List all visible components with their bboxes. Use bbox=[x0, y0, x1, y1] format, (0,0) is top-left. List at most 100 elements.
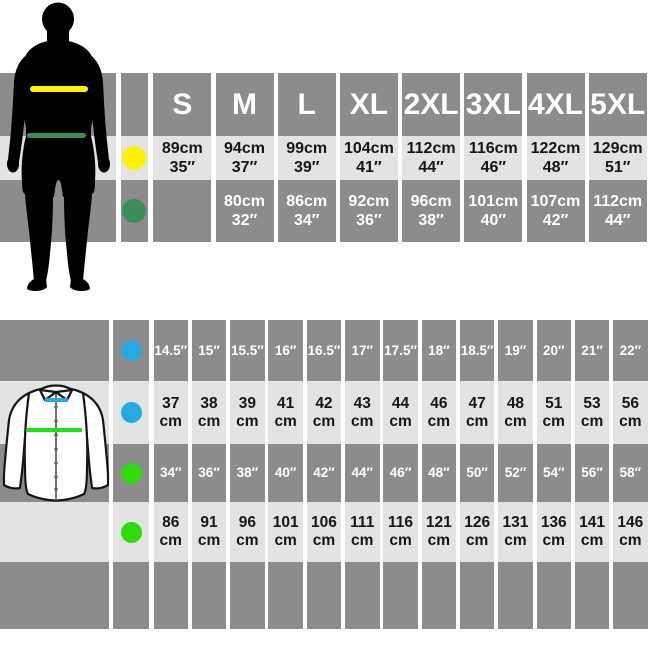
cell-line: 51 bbox=[545, 394, 563, 412]
measurement-cell: 89cm 35″ bbox=[153, 136, 212, 180]
dot-column-cell bbox=[113, 562, 149, 629]
measurement-cell: 107cm 42″ bbox=[526, 180, 585, 242]
cell-line: 116cm bbox=[468, 140, 518, 157]
measurement-cell: 56″ bbox=[574, 444, 610, 502]
cell-line: 38 bbox=[200, 394, 218, 412]
measurement-cell: 51 cm bbox=[536, 381, 571, 444]
cell-line: 15.5″ bbox=[230, 342, 264, 358]
cell-line: 44″ bbox=[418, 159, 444, 176]
cell-line: 86 bbox=[162, 514, 180, 531]
cell-line: 44 bbox=[391, 394, 410, 412]
measurement-cell: 111 cm bbox=[345, 502, 380, 562]
waist-measure-line bbox=[27, 133, 86, 138]
measurement-cell bbox=[306, 562, 342, 629]
cell-line: 141 bbox=[579, 514, 605, 531]
measurement-cell: 112cm 44″ bbox=[588, 180, 647, 242]
left-figure-band bbox=[0, 502, 109, 562]
cell-line: 41 bbox=[277, 394, 295, 412]
cell-line: 91 bbox=[200, 514, 218, 531]
measurement-cell: 16″ bbox=[268, 320, 303, 381]
size-col-header: M bbox=[215, 73, 274, 136]
measurement-cell: 92cm 36″ bbox=[339, 180, 398, 242]
man-silhouette-icon bbox=[7, 2, 110, 292]
cell-line: cm bbox=[465, 412, 489, 430]
cell-line: cm bbox=[236, 532, 259, 549]
measurement-cell: 106 cm bbox=[306, 502, 342, 562]
measurement-cell: 80cm 32″ bbox=[215, 180, 274, 242]
cell-line: 36″ bbox=[356, 212, 382, 229]
cell-line: 44″ bbox=[604, 212, 631, 229]
cell-line: cm bbox=[619, 412, 642, 430]
measurement-cell: 34″ bbox=[153, 444, 188, 502]
cell-line: 37 bbox=[162, 394, 180, 412]
measurement-cell: 15″ bbox=[191, 320, 227, 381]
measurement-cell: 14.5″ bbox=[153, 320, 188, 381]
measurement-cell: 131 cm bbox=[498, 502, 533, 562]
measurement-cell bbox=[383, 562, 418, 629]
cell-line: 18.5″ bbox=[460, 342, 494, 358]
cell-line: cm bbox=[389, 412, 412, 430]
measurement-cell: 44 cm bbox=[383, 381, 418, 444]
measurement-cell: 54″ bbox=[536, 444, 571, 502]
size-col-header: S bbox=[153, 73, 212, 136]
measurement-cell bbox=[153, 180, 212, 242]
cell-line: 46″ bbox=[480, 159, 507, 176]
cell-line: cm bbox=[542, 412, 565, 430]
cell-line: 96cm bbox=[410, 193, 452, 210]
cell-line: cm bbox=[427, 412, 451, 430]
measurement-cell: 46 cm bbox=[421, 381, 457, 444]
cell-line: 17.5″ bbox=[384, 342, 417, 358]
cell-line: 56″ bbox=[581, 465, 603, 480]
cell-line: 18″ bbox=[428, 342, 450, 358]
cell-line: 41″ bbox=[356, 159, 382, 176]
cell-line: 38″ bbox=[418, 212, 444, 229]
measurement-cell: 18″ bbox=[421, 320, 457, 381]
cell-line: 122cm bbox=[530, 140, 581, 157]
measurement-cell: 17″ bbox=[345, 320, 380, 381]
measurement-cell bbox=[498, 562, 533, 629]
measurement-cell: 21″ bbox=[574, 320, 610, 381]
cell-line: 86cm bbox=[286, 193, 328, 210]
cell-line: 42″ bbox=[542, 212, 569, 229]
cell-line: cm bbox=[504, 532, 527, 549]
measurement-cell: 104cm 41″ bbox=[339, 136, 398, 180]
cell-line: 80cm bbox=[224, 193, 265, 210]
measurement-cell: 16.5″ bbox=[306, 320, 342, 381]
dot-marker-blue bbox=[120, 340, 142, 361]
measurement-cell bbox=[230, 562, 265, 629]
cell-line: cm bbox=[619, 532, 642, 549]
cell-line: cm bbox=[197, 532, 221, 549]
cell-line: 116 bbox=[388, 514, 414, 531]
cell-line: 46 bbox=[430, 394, 448, 412]
cell-line: 112cm bbox=[593, 193, 643, 210]
measurement-cell: 15.5″ bbox=[230, 320, 265, 381]
cell-line: cm bbox=[351, 532, 374, 549]
cell-line: 40″ bbox=[274, 465, 297, 480]
measurement-cell: 42 cm bbox=[306, 381, 342, 444]
cell-line: cm bbox=[465, 532, 489, 549]
cell-line: 21″ bbox=[581, 342, 603, 358]
measurement-cell: 101cm 40″ bbox=[464, 180, 523, 242]
cell-line: 89cm bbox=[161, 140, 203, 157]
measurement-cell: 129cm 51″ bbox=[588, 136, 647, 180]
cell-line: cm bbox=[542, 532, 565, 549]
cell-line: cm bbox=[351, 412, 374, 430]
cell-line: cm bbox=[580, 532, 604, 549]
measurement-cell: 44″ bbox=[345, 444, 380, 502]
measurement-cell: 36″ bbox=[191, 444, 227, 502]
cell-line: 2XL bbox=[403, 87, 459, 121]
measurement-cell: 50″ bbox=[459, 444, 495, 502]
measurement-cell: 41 cm bbox=[268, 381, 303, 444]
cell-line: cm bbox=[504, 412, 527, 430]
cell-line: 4XL bbox=[527, 87, 584, 121]
size-col-header: 2XL bbox=[402, 73, 461, 136]
cell-line: 101 bbox=[272, 514, 299, 531]
cell-line: 15″ bbox=[198, 342, 220, 358]
cell-line: cm bbox=[389, 532, 412, 549]
measurement-cell: 136 cm bbox=[536, 502, 571, 562]
cell-line: 22″ bbox=[619, 342, 642, 358]
cell-line: S bbox=[172, 87, 193, 121]
cell-line: cm bbox=[236, 412, 259, 430]
cell-line: 42 bbox=[315, 394, 333, 412]
cell-line: L bbox=[297, 87, 316, 121]
